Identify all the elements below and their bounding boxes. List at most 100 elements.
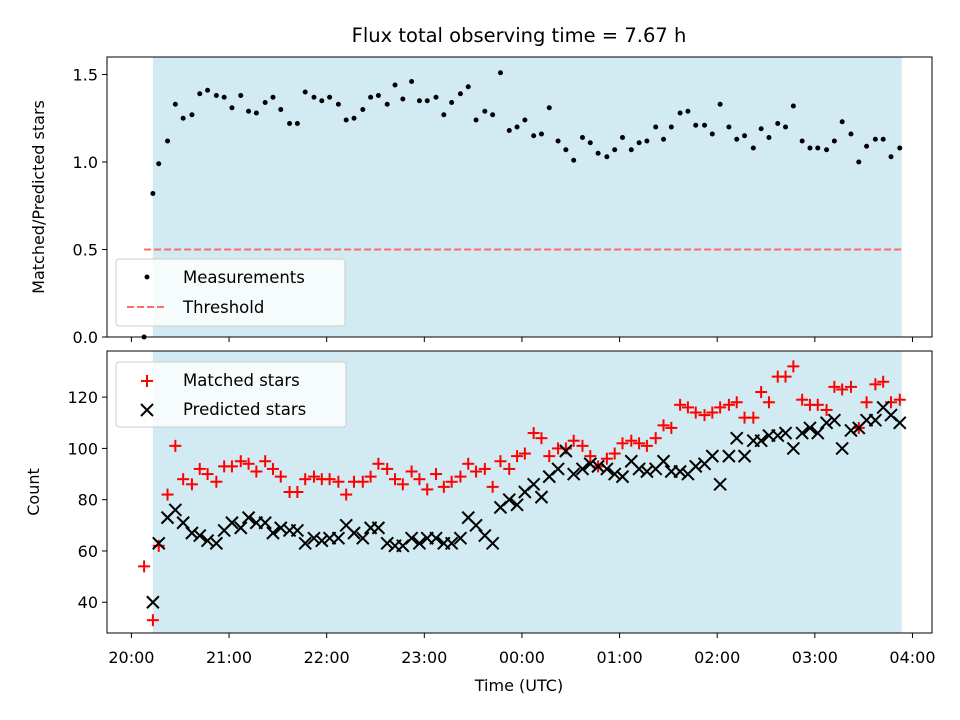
matched-point — [674, 398, 687, 411]
matched-point — [437, 480, 450, 493]
predicted-point — [241, 510, 256, 525]
matched-point — [462, 457, 475, 470]
measurement-point — [319, 98, 325, 104]
matched-point — [389, 473, 402, 486]
matched-point — [527, 427, 540, 440]
measurement-point — [270, 94, 276, 100]
measurement-point — [416, 98, 422, 104]
matched-point — [576, 439, 589, 452]
predicted-point — [819, 416, 834, 430]
predicted-point — [185, 526, 199, 540]
legend-matched-label: Matched stars — [183, 371, 300, 390]
predicted-point — [315, 534, 329, 548]
measurement-point — [531, 133, 537, 139]
measurement-point — [571, 157, 577, 163]
measurement-point — [351, 115, 357, 121]
count-marks — [138, 360, 907, 627]
matched-point — [518, 447, 531, 460]
predicted-point — [803, 421, 817, 435]
measurement-point — [335, 101, 341, 107]
matched-point — [372, 457, 385, 470]
measurement-point — [294, 121, 300, 126]
predicted-point — [730, 431, 744, 445]
matched-point — [747, 411, 760, 424]
predicted-point — [673, 464, 687, 479]
measurement-point — [538, 131, 544, 137]
measurement-point — [775, 121, 781, 126]
x-tick-label: 03:00 — [792, 648, 838, 667]
count-y-ticks: 40 60 80 100 120 — [67, 388, 107, 612]
measurement-point — [790, 103, 796, 109]
measurement-point — [758, 126, 764, 132]
matched-point — [681, 401, 694, 414]
count-axes: 40 60 80 100 120 20:00 21:00 22:00 23:00 00:00 01… — [24, 350, 936, 695]
predicted-point — [168, 503, 183, 517]
predicted-point — [778, 426, 793, 440]
y-tick-label: 1.0 — [73, 153, 98, 172]
predicted-point — [510, 498, 524, 512]
predicted-point — [534, 490, 549, 504]
predicted-point — [771, 428, 785, 443]
predicted-point — [551, 462, 565, 476]
predicted-point — [200, 534, 215, 548]
measurement-point — [197, 91, 203, 97]
y-tick-label: 80 — [78, 491, 98, 510]
predicted-point — [469, 518, 483, 533]
measurement-point — [880, 136, 886, 142]
ratio-legend-frame — [115, 258, 346, 327]
matched-point — [584, 450, 597, 463]
matched-point — [503, 462, 516, 475]
matched-point — [234, 455, 247, 468]
measurement-point — [441, 112, 447, 118]
predicted-point — [152, 536, 166, 550]
matched-point — [893, 393, 906, 406]
matched-point — [274, 470, 287, 483]
predicted-point — [591, 459, 605, 474]
measurement-point — [506, 128, 512, 133]
measurement-point — [482, 108, 488, 114]
measurement-point — [848, 131, 854, 137]
matched-point — [364, 470, 377, 483]
matched-point — [567, 434, 580, 447]
matched-point — [828, 380, 841, 393]
matched-point — [706, 406, 719, 419]
matched-point — [689, 406, 702, 419]
measurement-point — [872, 136, 878, 142]
matched-point — [844, 380, 857, 393]
measurement-point — [644, 138, 650, 144]
measurement-point — [262, 100, 268, 105]
predicted-point — [176, 516, 190, 530]
matched-point — [811, 398, 824, 411]
count-x-ticks: 20:00 21:00 22:00 23:00 00:00 01:00 02:00 03:00… — [108, 633, 936, 667]
measurement-point — [278, 107, 284, 112]
matched-point — [559, 442, 572, 455]
measurement-point — [375, 93, 381, 98]
predicted-point — [600, 462, 614, 476]
ratio-x-ticks — [130, 337, 913, 342]
predicted-point — [298, 536, 312, 550]
matched-point — [779, 370, 792, 383]
measurement-point — [360, 107, 366, 112]
predicted-point — [274, 521, 288, 535]
measurement-point — [864, 143, 870, 149]
predicted-point — [209, 536, 224, 550]
x-tick-label: 00:00 — [499, 648, 545, 667]
measurement-point — [677, 110, 683, 116]
measurement-point — [465, 84, 471, 90]
ratio-legend: Measurements Threshold — [115, 258, 346, 327]
predicted-point — [656, 454, 671, 468]
ratio-axes: 0.0 0.5 1.0 1.5 Matched/Predicted stars Mea… — [29, 56, 933, 347]
predicted-point — [266, 526, 280, 540]
measurement-point — [897, 145, 903, 151]
predicted-point — [193, 528, 207, 543]
chart-title: Flux total observing time = 7.67 h — [352, 24, 687, 47]
matched-point — [762, 396, 775, 409]
predicted-point — [827, 413, 842, 427]
measurement-point — [595, 150, 601, 156]
matched-point — [640, 439, 653, 452]
count-axes-frame — [106, 350, 933, 634]
matched-point — [193, 462, 206, 475]
matched-point — [600, 452, 613, 465]
ratio-y-ticks: 0.0 0.5 1.0 1.5 — [73, 66, 107, 347]
matched-point — [722, 398, 735, 411]
